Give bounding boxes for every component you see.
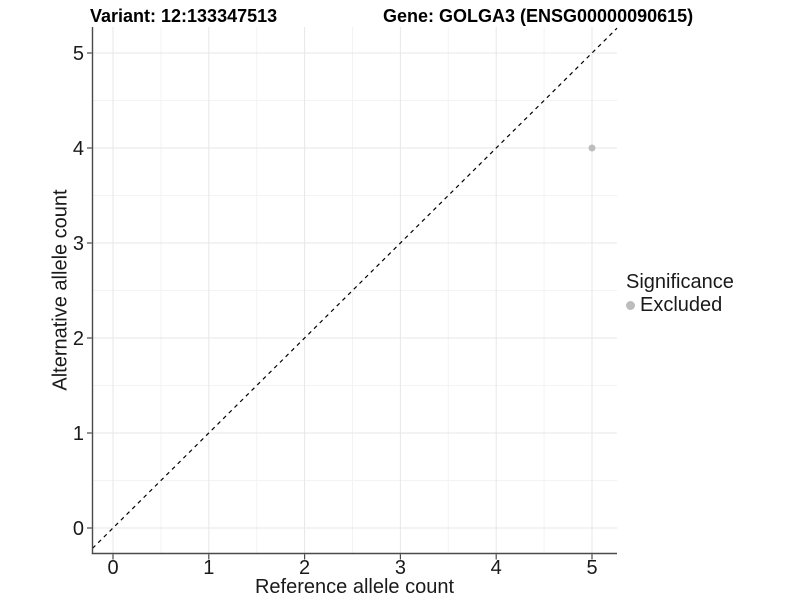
legend-title: Significance xyxy=(626,271,734,293)
y-tick-label: 1 xyxy=(73,423,84,445)
y-tick-label: 0 xyxy=(73,518,84,540)
x-tick-label: 4 xyxy=(491,557,502,579)
data-point xyxy=(588,144,596,152)
identity-reference-line xyxy=(92,27,618,549)
legend: Significance Excluded xyxy=(626,271,734,316)
x-tick-label: 1 xyxy=(203,557,214,579)
x-tick-label: 5 xyxy=(586,557,597,579)
x-axis-title: Reference allele count xyxy=(254,576,454,598)
legend-item-label: Excluded xyxy=(640,294,723,316)
x-tick-label: 3 xyxy=(395,557,406,579)
y-tick-label: 5 xyxy=(73,43,84,65)
x-tick-label: 0 xyxy=(107,557,118,579)
legend-item-excluded: Excluded xyxy=(626,294,734,316)
x-tick-label: 2 xyxy=(299,557,310,579)
y-tick-label: 4 xyxy=(73,138,84,160)
plot-title-variant: Variant: 12:133347513 xyxy=(90,6,278,26)
plot-title-gene: Gene: GOLGA3 (ENSG00000090615) xyxy=(383,6,694,26)
y-tick-label: 3 xyxy=(73,233,84,255)
legend-point-icon xyxy=(626,300,635,310)
y-axis-title: Alternative allele count xyxy=(49,189,72,391)
y-tick-label: 2 xyxy=(73,328,84,350)
